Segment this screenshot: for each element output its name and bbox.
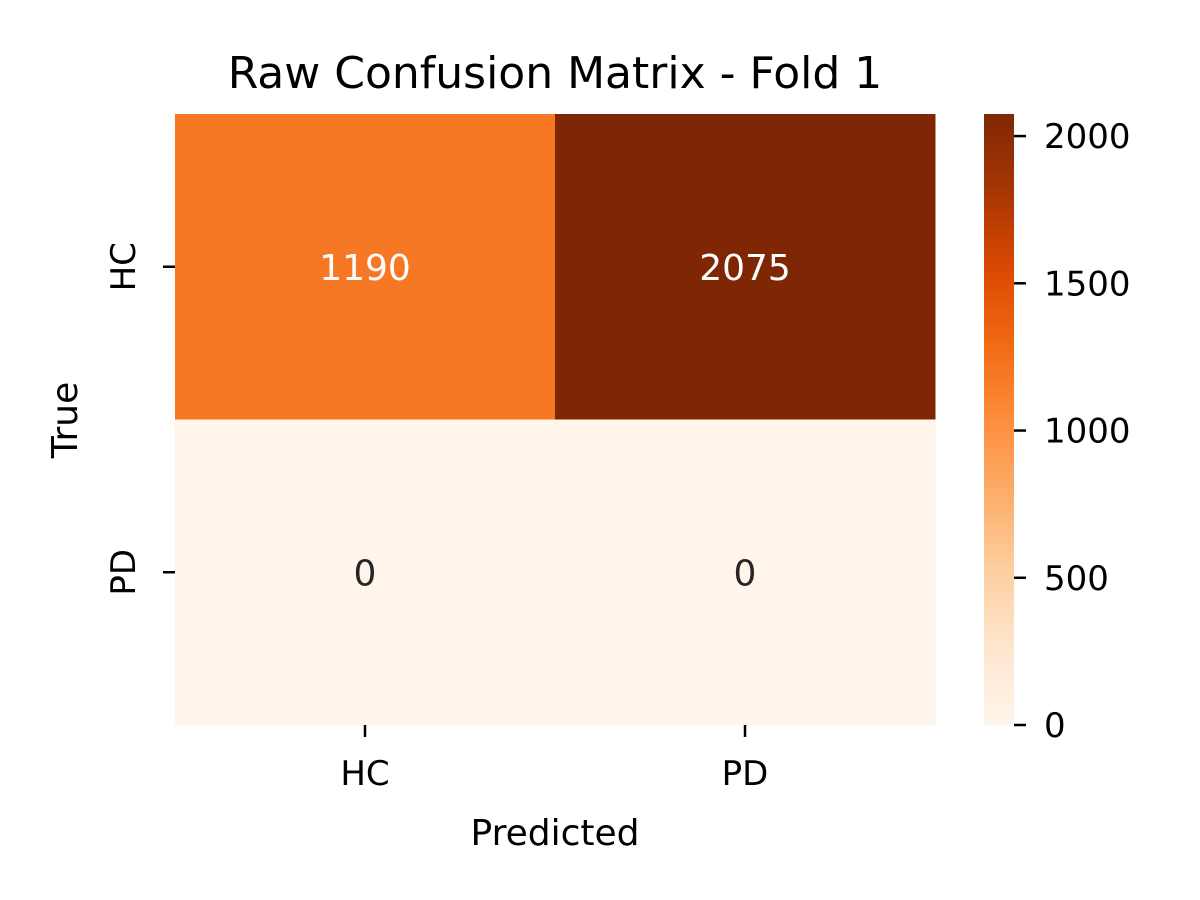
colorbar-tick-label: 0 — [1044, 706, 1066, 746]
colorbar-tick-label: 1500 — [1044, 264, 1131, 304]
colorbar — [984, 114, 1014, 725]
y-axis-label: True — [45, 382, 86, 459]
x-axis-label: Predicted — [471, 813, 640, 854]
cell-value-label: 2075 — [699, 248, 791, 289]
y-tick-label: HC — [104, 242, 144, 291]
heatmap-cell — [175, 114, 556, 420]
cell-value-label: 1190 — [319, 248, 411, 289]
x-tick-label: HC — [340, 754, 389, 794]
x-tick-label: PD — [722, 754, 769, 794]
colorbar-ticks: 0 500 1000 1500 2000 — [1014, 117, 1131, 746]
y-tick-label: PD — [104, 549, 144, 596]
colorbar-tick-label: 2000 — [1044, 117, 1131, 157]
y-axis: HC PD — [104, 242, 175, 596]
heatmap-cells — [175, 114, 936, 726]
heatmap-cell-labels: 1190 2075 0 0 — [319, 248, 791, 595]
heatmap-cell — [175, 419, 556, 726]
heatmap-cell — [555, 114, 936, 420]
cell-value-label: 0 — [734, 553, 757, 594]
cell-value-label: 0 — [354, 553, 377, 594]
colorbar-tick-label: 1000 — [1044, 412, 1131, 452]
colorbar-tick-label: 500 — [1044, 559, 1109, 599]
x-axis: HC PD — [340, 725, 768, 794]
chart-title: Raw Confusion Matrix - Fold 1 — [228, 48, 883, 99]
heatmap-cell — [555, 419, 936, 726]
